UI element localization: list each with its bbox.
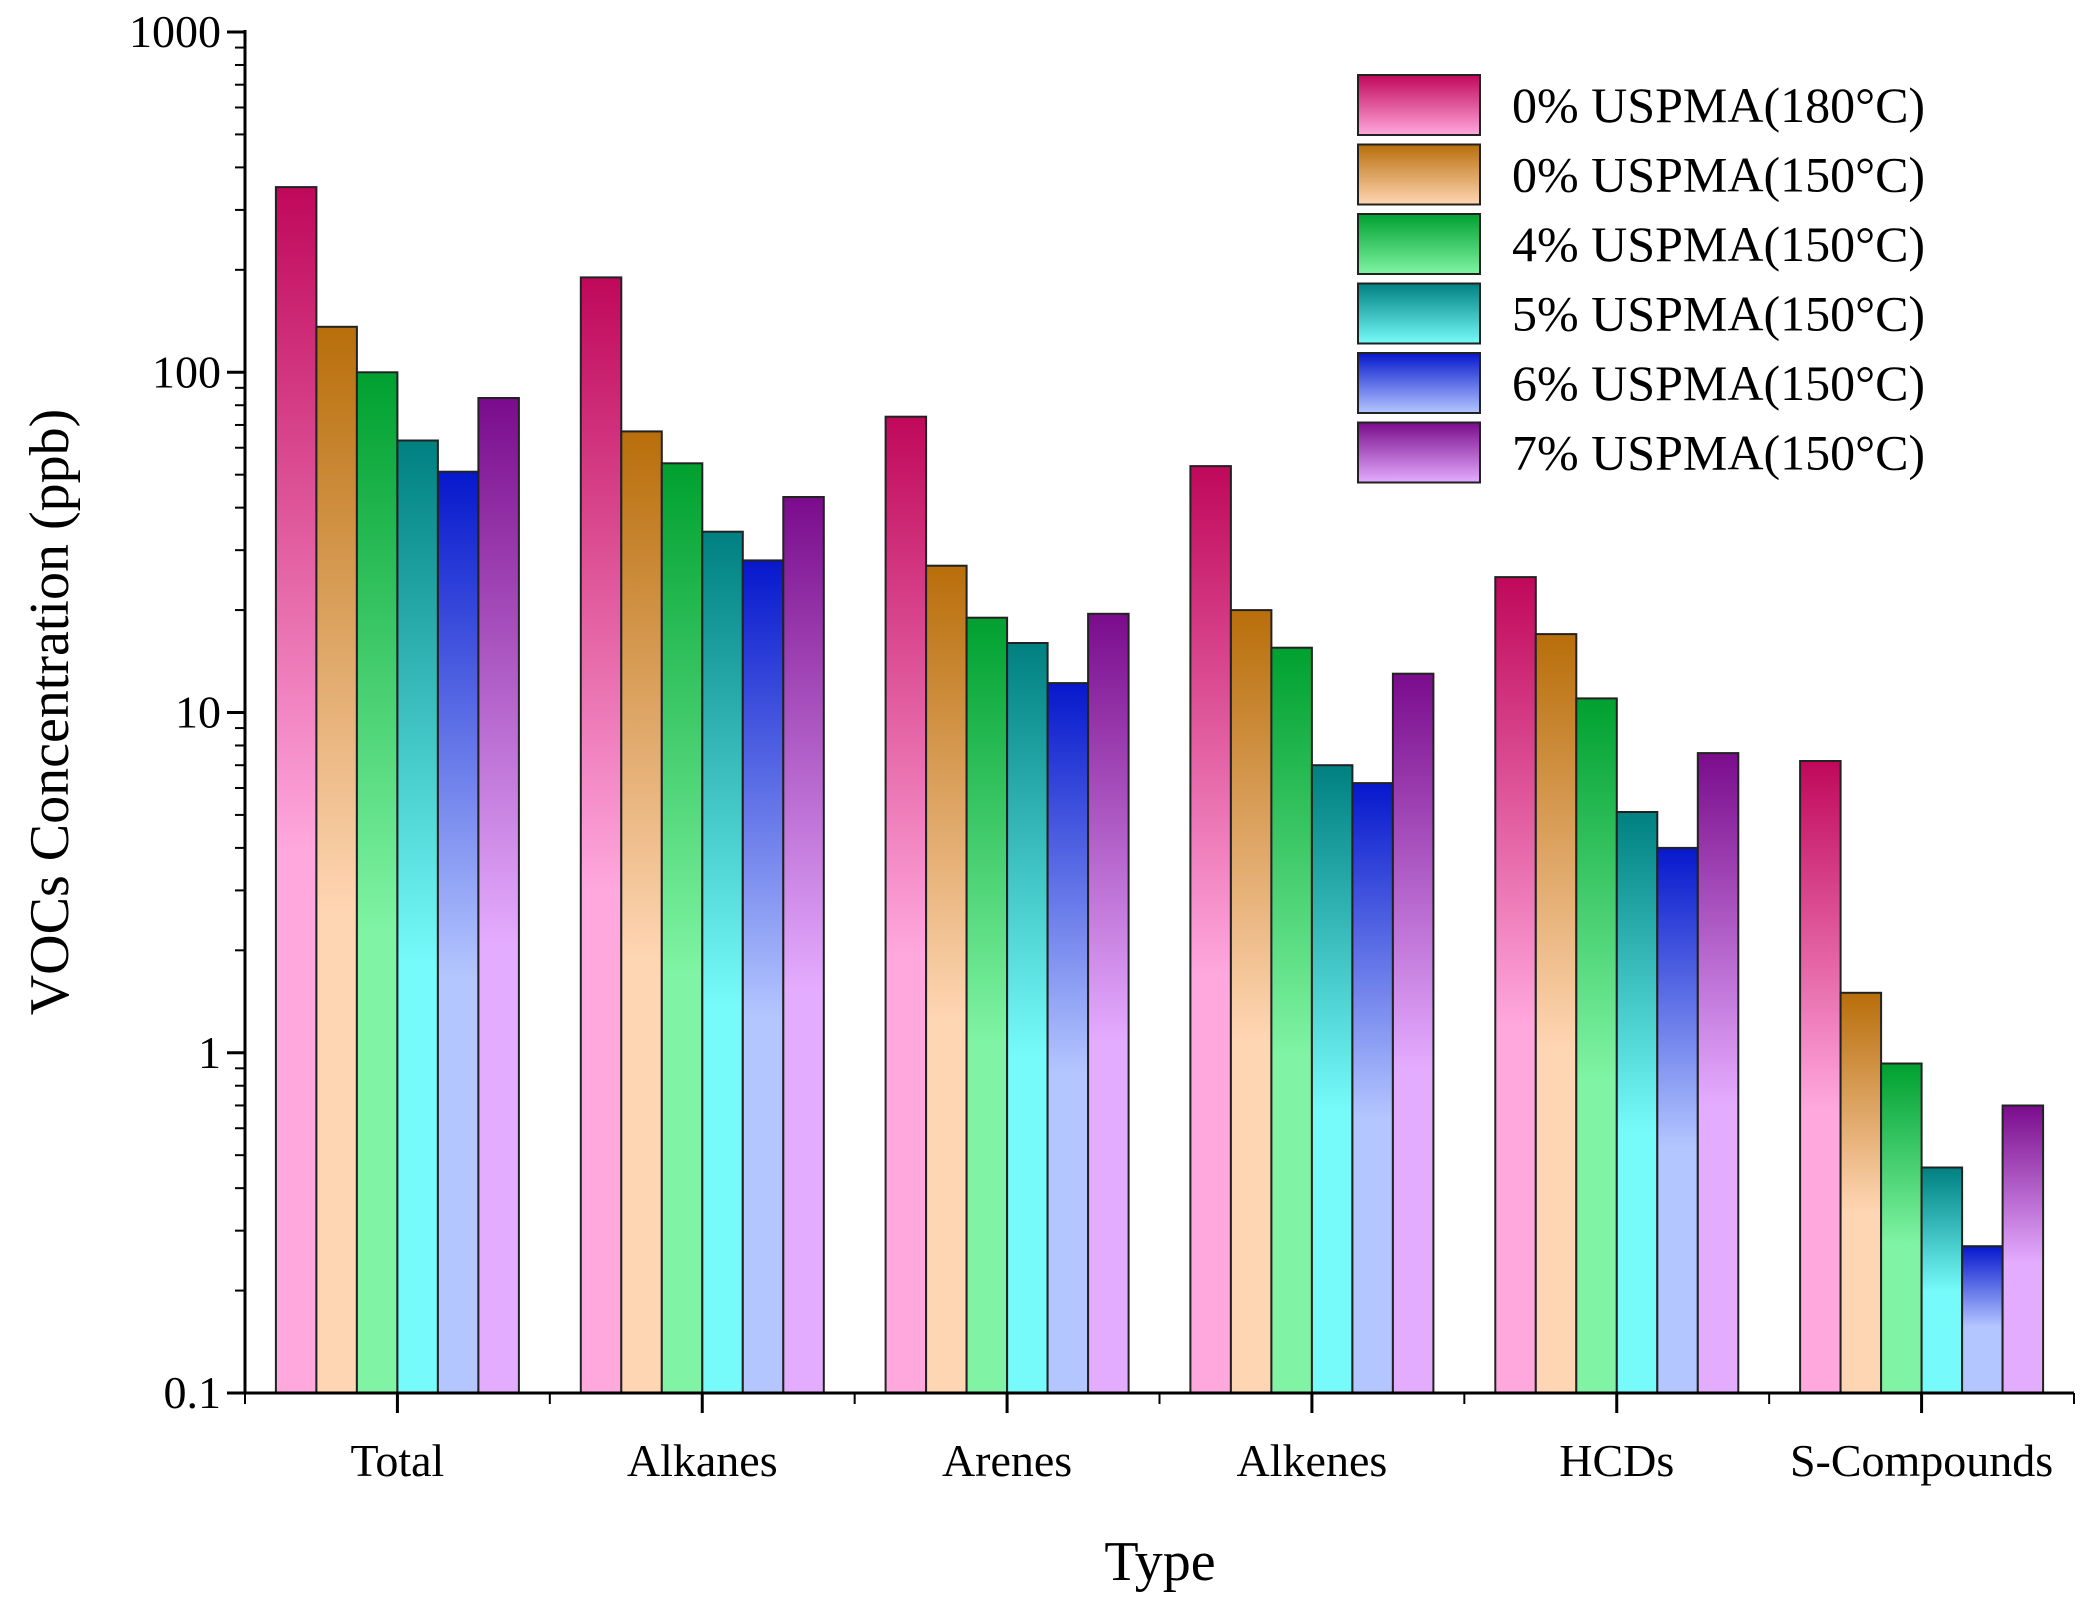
legend-swatch-6-uspma-150-c [1357, 352, 1481, 414]
legend-swatch-7-uspma-150-c [1357, 421, 1481, 484]
bar-total-4-uspma-150-c [355, 371, 399, 1395]
legend-label-5-uspma-150-c: 5% USPMA(150°C) [1512, 286, 1925, 342]
bar-hcds-4-uspma-150-c [1575, 697, 1618, 1394]
bar-s-compounds-0-uspma-180-c [1799, 760, 1842, 1394]
bar-hcds-0-uspma-150-c [1534, 633, 1578, 1394]
axes-layer [227, 30, 2075, 1413]
bar-arenes-6-uspma-150-c [1046, 682, 1090, 1394]
legend-swatch-4-uspma-150-c [1357, 213, 1481, 275]
bar-alkenes-6-uspma-150-c [1351, 782, 1394, 1394]
bar-alkenes-0-uspma-150-c [1229, 609, 1273, 1394]
bar-alkenes-7-uspma-150-c [1391, 672, 1435, 1394]
x-axis-title: Type [1104, 1531, 1215, 1593]
bar-hcds-7-uspma-150-c [1696, 752, 1740, 1394]
y-tick-label: 1 [198, 1027, 221, 1078]
y-tick-label: 10 [175, 687, 221, 738]
y-tick-label: 0.1 [164, 1367, 222, 1418]
legend-label-0-uspma-180-c: 0% USPMA(180°C) [1512, 77, 1925, 133]
y-tick-label: 1000 [129, 6, 221, 57]
x-tick-label-alkenes: Alkenes [1237, 1435, 1388, 1486]
bar-alkanes-7-uspma-150-c [782, 496, 825, 1394]
bar-total-6-uspma-150-c [436, 470, 480, 1394]
bar-alkanes-4-uspma-150-c [660, 462, 704, 1394]
legend-label-6-uspma-150-c: 6% USPMA(150°C) [1512, 355, 1925, 411]
bar-s-compounds-4-uspma-150-c [1880, 1062, 1923, 1394]
bar-total-7-uspma-150-c [477, 397, 520, 1394]
bars-layer [274, 186, 2045, 1395]
bar-s-compounds-7-uspma-150-c [2001, 1104, 2045, 1394]
bar-alkenes-0-uspma-180-c [1189, 465, 1232, 1395]
bar-total-5-uspma-150-c [396, 439, 439, 1394]
x-tick-label-total: Total [350, 1435, 444, 1486]
legend-swatch-0-uspma-180-c [1357, 74, 1481, 136]
legend-label-7-uspma-150-c: 7% USPMA(150°C) [1512, 425, 1925, 481]
bar-alkenes-5-uspma-150-c [1310, 764, 1354, 1394]
x-tick-label-arenes: Arenes [942, 1435, 1072, 1486]
bar-arenes-0-uspma-180-c [884, 415, 928, 1394]
bar-total-0-uspma-180-c [274, 186, 318, 1395]
legend-label-4-uspma-150-c: 4% USPMA(150°C) [1512, 216, 1925, 272]
legend-label-0-uspma-150-c: 0% USPMA(150°C) [1512, 147, 1925, 203]
bar-s-compounds-5-uspma-150-c [1920, 1166, 1964, 1394]
bar-arenes-4-uspma-150-c [965, 616, 1009, 1394]
bar-alkenes-4-uspma-150-c [1270, 646, 1313, 1394]
y-axis-title: VOCs Concentration (ppb) [19, 409, 81, 1016]
bar-alkanes-5-uspma-150-c [701, 530, 744, 1394]
bar-alkanes-0-uspma-180-c [579, 276, 623, 1394]
bar-alkanes-0-uspma-150-c [620, 430, 663, 1394]
bar-s-compounds-0-uspma-150-c [1839, 991, 1883, 1394]
legend-swatch-0-uspma-150-c [1357, 143, 1481, 206]
x-tick-label-alkanes: Alkanes [627, 1435, 778, 1486]
labels-layer: 0.1 1 10 100 1000 Total Alkanes Arenes Alkenes HC… [19, 6, 2053, 1593]
legend-swatch-5-uspma-150-c [1357, 282, 1481, 345]
bar-arenes-5-uspma-150-c [1006, 642, 1049, 1394]
bar-arenes-0-uspma-150-c [925, 564, 968, 1394]
bar-hcds-5-uspma-150-c [1615, 811, 1659, 1394]
bar-s-compounds-6-uspma-150-c [1961, 1245, 2004, 1394]
bar-hcds-6-uspma-150-c [1656, 846, 1699, 1394]
y-tick-label: 100 [152, 346, 221, 397]
bar-hcds-0-uspma-180-c [1494, 576, 1537, 1394]
bar-total-0-uspma-150-c [315, 325, 358, 1394]
x-tick-label-s-compounds: S-Compounds [1790, 1435, 2053, 1486]
legend: 0% USPMA(180°C) 0% USPMA(150°C) 4% USPMA(1… [1357, 74, 1925, 484]
bar-alkanes-6-uspma-150-c [741, 559, 785, 1394]
bar-arenes-7-uspma-150-c [1087, 612, 1130, 1394]
x-tick-label-hcds: HCDs [1559, 1435, 1674, 1486]
